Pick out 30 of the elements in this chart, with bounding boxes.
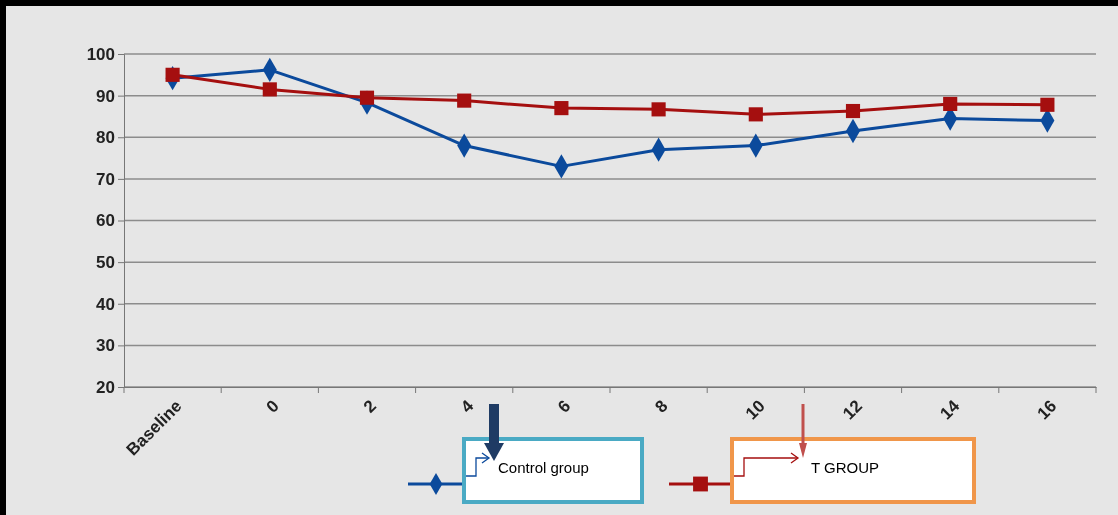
point [845, 103, 861, 119]
y-tick-label: 50 [96, 253, 115, 273]
x-tick-label: 12 [839, 396, 866, 424]
x-tick-label: 8 [651, 396, 672, 417]
y-tick-label: 60 [96, 211, 115, 231]
y-tick-label: 90 [96, 86, 115, 106]
point [1040, 97, 1055, 112]
x-tick-label: 4 [457, 396, 478, 417]
point [359, 90, 375, 105]
y-tick-label: 30 [96, 336, 115, 356]
point [457, 93, 472, 108]
y-tick-label: 70 [96, 169, 115, 189]
legend-label: T GROUP [811, 459, 880, 476]
point [165, 67, 180, 82]
y-tick-label: 40 [96, 294, 115, 314]
point [262, 82, 277, 97]
x-tick-label: 6 [554, 396, 575, 417]
point [554, 101, 569, 116]
x-tick-label: 0 [262, 396, 283, 417]
point [651, 102, 666, 117]
legend-label: Control group [498, 459, 589, 476]
x-tick-label: 2 [359, 396, 380, 417]
y-tick-label: 80 [96, 128, 115, 148]
y-tick-label: 20 [96, 377, 115, 397]
x-tick-label: 10 [741, 396, 769, 424]
point [943, 96, 958, 112]
x-tick-label: 14 [936, 396, 964, 424]
y-tick-label: 100 [86, 44, 115, 64]
x-tick-label: 16 [1033, 396, 1061, 424]
point [748, 107, 763, 122]
